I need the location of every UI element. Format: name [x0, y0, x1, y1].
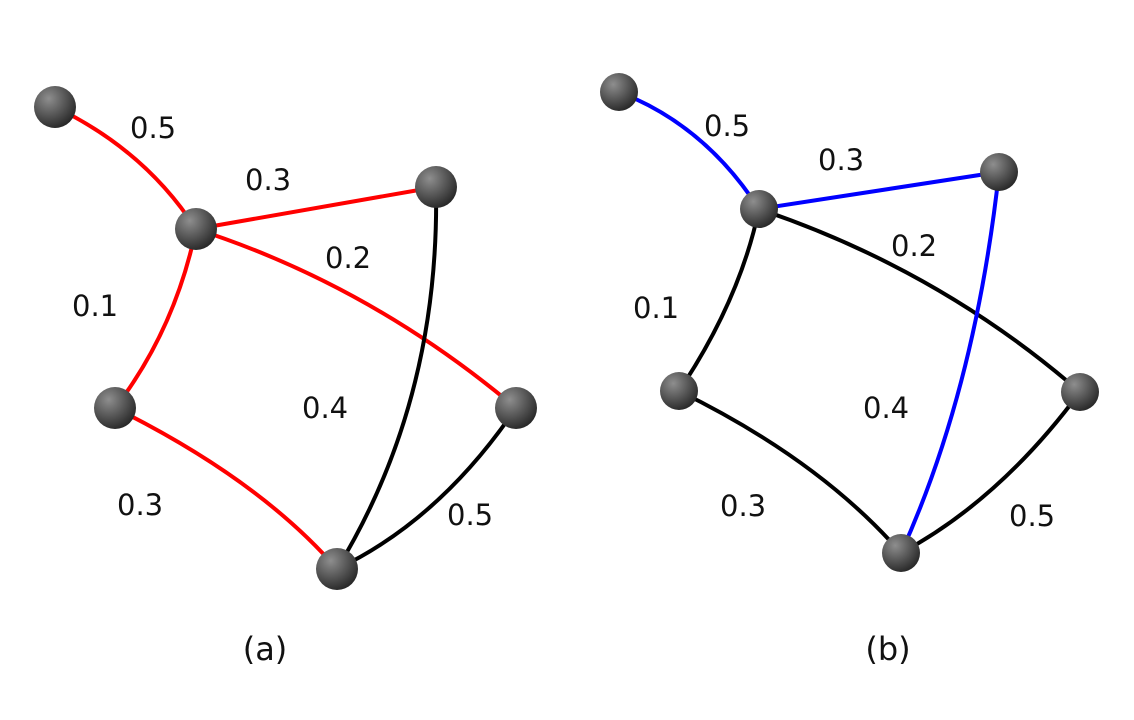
weight-label-left-bottom: 0.3	[117, 488, 163, 522]
edge-layer	[617, 90, 1082, 555]
weight-label-hub-left: 0.1	[633, 291, 679, 325]
panel-a: 0.5 0.3 0.2 0.1 0.3 0.4 0.5 (a)	[34, 86, 537, 668]
node-right	[1061, 373, 1099, 411]
node-top	[34, 86, 76, 128]
weight-label-upper-right-bottom: 0.4	[302, 391, 348, 425]
weight-label-hub-right: 0.2	[891, 229, 937, 263]
node-left	[94, 387, 136, 429]
edge-hub-right	[194, 227, 518, 410]
weight-label-hub-left: 0.1	[72, 289, 118, 323]
edge-right-bottom	[899, 390, 1082, 555]
edge-layer	[53, 105, 518, 571]
node-upper-right	[415, 166, 457, 208]
panel-caption: (b)	[865, 630, 910, 668]
edge-hub-upper-right	[757, 170, 1001, 211]
weight-label-hub-upper-right: 0.3	[245, 163, 291, 197]
weight-labels: 0.5 0.3 0.2 0.1 0.3 0.4 0.5	[633, 109, 1055, 533]
node-hub	[175, 208, 217, 250]
weight-label-top-hub: 0.5	[704, 109, 750, 143]
edge-top-hub	[53, 105, 198, 231]
node-hub	[740, 190, 778, 228]
edge-top-hub	[617, 90, 761, 211]
edge-hub-upper-right	[194, 185, 438, 231]
edge-left-bottom	[677, 389, 903, 555]
edge-upper-right-bottom	[899, 170, 1001, 555]
panel-caption: (a)	[243, 630, 288, 668]
node-bottom	[316, 548, 358, 590]
weight-label-right-bottom: 0.5	[1009, 499, 1055, 533]
node-right	[495, 387, 537, 429]
edge-hub-left	[113, 227, 198, 410]
edge-hub-right	[757, 207, 1082, 394]
weight-label-upper-right-bottom: 0.4	[863, 391, 909, 425]
node-bottom	[882, 534, 920, 572]
edge-left-bottom	[113, 406, 339, 571]
weight-labels: 0.5 0.3 0.2 0.1 0.3 0.4 0.5	[72, 111, 493, 532]
weight-label-hub-upper-right: 0.3	[818, 143, 864, 177]
edge-hub-left	[677, 207, 761, 393]
weight-label-top-hub: 0.5	[130, 111, 176, 145]
weight-label-hub-right: 0.2	[325, 241, 371, 275]
edge-upper-right-bottom	[335, 185, 439, 571]
weight-label-left-bottom: 0.3	[720, 489, 766, 523]
edge-right-bottom	[335, 406, 518, 571]
panel-b: 0.5 0.3 0.2 0.1 0.3 0.4 0.5 (b)	[600, 73, 1099, 668]
weight-label-right-bottom: 0.5	[447, 498, 493, 532]
node-left	[660, 372, 698, 410]
node-layer	[600, 73, 1099, 572]
node-upper-right	[980, 153, 1018, 191]
node-top	[600, 73, 638, 111]
node-layer	[34, 86, 537, 590]
